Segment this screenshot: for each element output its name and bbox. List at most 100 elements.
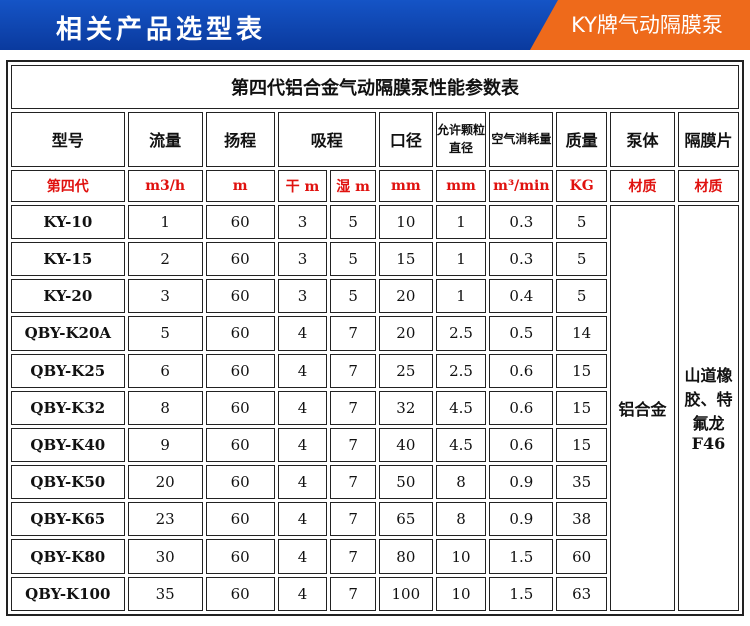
value-cell: 20 <box>378 279 433 314</box>
value-cell: 60 <box>205 502 275 537</box>
table-row: 型号 流量 扬程 吸程 口径 允许颗粒直径 空气消耗量 质量 泵体 隔膜片 <box>11 112 739 167</box>
column-header: 扬程 <box>205 112 275 167</box>
value-cell: 8 <box>435 502 487 537</box>
value-cell: 7 <box>330 539 376 574</box>
table-row: QBY-K20A 5 60 4 7 20 2.5 0.5 14 <box>11 316 739 351</box>
table-row: QBY-K50 20 60 4 7 50 8 0.9 35 <box>11 465 739 500</box>
unit-cell: m³/min <box>489 169 554 202</box>
value-cell: 2 <box>127 241 203 277</box>
value-cell: 5 <box>127 316 203 351</box>
column-header: 型号 <box>11 112 125 167</box>
value-cell: 15 <box>378 241 433 277</box>
model-cell: QBY-K40 <box>11 427 125 463</box>
value-cell: 60 <box>205 427 275 463</box>
model-cell: QBY-K32 <box>11 390 125 425</box>
column-header: 吸程 <box>277 112 376 167</box>
unit-cell: 材质 <box>677 169 739 202</box>
value-cell: 5 <box>330 204 376 239</box>
column-header: 泵体 <box>610 112 675 167</box>
column-header: 允许颗粒直径 <box>435 112 487 167</box>
value-cell: 1.5 <box>489 576 554 611</box>
model-cell: QBY-K80 <box>11 539 125 574</box>
value-cell: 5 <box>556 241 607 277</box>
value-cell: 2.5 <box>435 316 487 351</box>
column-header: 流量 <box>127 112 203 167</box>
diaphragm-cell: 山道橡胶、特氟龙F46 <box>677 204 739 611</box>
value-cell: 5 <box>556 204 607 239</box>
unit-cell: mm <box>435 169 487 202</box>
value-cell: 63 <box>556 576 607 611</box>
model-cell: QBY-K50 <box>11 465 125 500</box>
value-cell: 0.6 <box>489 390 554 425</box>
value-cell: 7 <box>330 353 376 388</box>
value-cell: 10 <box>378 204 433 239</box>
model-cell: KY-10 <box>11 204 125 239</box>
column-header: 质量 <box>556 112 607 167</box>
value-cell: 3 <box>277 204 328 239</box>
value-cell: 25 <box>378 353 433 388</box>
value-cell: 3 <box>277 279 328 314</box>
value-cell: 4 <box>277 427 328 463</box>
unit-cell: 湿 m <box>330 169 376 202</box>
unit-cell: m <box>205 169 275 202</box>
value-cell: 4 <box>277 539 328 574</box>
value-cell: 7 <box>330 465 376 500</box>
column-header: 隔膜片 <box>677 112 739 167</box>
value-cell: 4 <box>277 353 328 388</box>
value-cell: 3 <box>277 241 328 277</box>
value-cell: 15 <box>556 353 607 388</box>
value-cell: 100 <box>378 576 433 611</box>
model-cell: KY-20 <box>11 279 125 314</box>
table-row: QBY-K80 30 60 4 7 80 10 1.5 60 <box>11 539 739 574</box>
value-cell: 80 <box>378 539 433 574</box>
table-row: 第四代铝合金气动隔膜泵性能参数表 <box>11 65 739 110</box>
value-cell: 20 <box>127 465 203 500</box>
value-cell: 30 <box>127 539 203 574</box>
unit-cell: 干 m <box>277 169 328 202</box>
model-cell: QBY-K100 <box>11 576 125 611</box>
pump-body-cell: 铝合金 <box>610 204 675 611</box>
table-row: QBY-K100 35 60 4 7 100 10 1.5 63 <box>11 576 739 611</box>
unit-cell: mm <box>378 169 433 202</box>
value-cell: 5 <box>556 279 607 314</box>
value-cell: 0.5 <box>489 316 554 351</box>
value-cell: 4.5 <box>435 427 487 463</box>
value-cell: 0.9 <box>489 465 554 500</box>
value-cell: 60 <box>205 316 275 351</box>
value-cell: 5 <box>330 241 376 277</box>
model-cell: KY-15 <box>11 241 125 277</box>
value-cell: 7 <box>330 427 376 463</box>
value-cell: 1 <box>127 204 203 239</box>
model-cell: QBY-K20A <box>11 316 125 351</box>
value-cell: 1 <box>435 204 487 239</box>
table-row: QBY-K65 23 60 4 7 65 8 0.9 38 <box>11 502 739 537</box>
value-cell: 4 <box>277 465 328 500</box>
banner-title: 相关产品选型表 <box>56 15 267 45</box>
value-cell: 0.6 <box>489 427 554 463</box>
table-row: KY-10 1 60 3 5 10 1 0.3 5 铝合金 山道橡胶、特氟龙F46 <box>11 204 739 611</box>
value-cell: 4 <box>277 576 328 611</box>
value-cell: 2.5 <box>435 353 487 388</box>
value-cell: 60 <box>205 576 275 611</box>
value-cell: 10 <box>435 576 487 611</box>
value-cell: 3 <box>127 279 203 314</box>
unit-cell: m3/h <box>127 169 203 202</box>
value-cell: 60 <box>205 241 275 277</box>
value-cell: 35 <box>127 576 203 611</box>
value-cell: 8 <box>435 465 487 500</box>
value-cell: 4 <box>277 502 328 537</box>
value-cell: 23 <box>127 502 203 537</box>
value-cell: 60 <box>205 353 275 388</box>
value-cell: 9 <box>127 427 203 463</box>
value-cell: 7 <box>330 316 376 351</box>
table-row: QBY-K32 8 60 4 7 32 4.5 0.6 15 <box>11 390 739 425</box>
value-cell: 6 <box>127 353 203 388</box>
banner: 相关产品选型表 KY牌气动隔膜泵 <box>0 0 750 50</box>
value-cell: 0.9 <box>489 502 554 537</box>
value-cell: 4 <box>277 316 328 351</box>
model-cell: QBY-K65 <box>11 502 125 537</box>
table-frame: 第四代铝合金气动隔膜泵性能参数表 型号 流量 扬程 吸程 口径 允许颗粒直径 空气消耗量 质量泵… <box>6 60 744 616</box>
value-cell: 15 <box>556 427 607 463</box>
value-cell: 38 <box>556 502 607 537</box>
value-cell: 5 <box>330 279 376 314</box>
